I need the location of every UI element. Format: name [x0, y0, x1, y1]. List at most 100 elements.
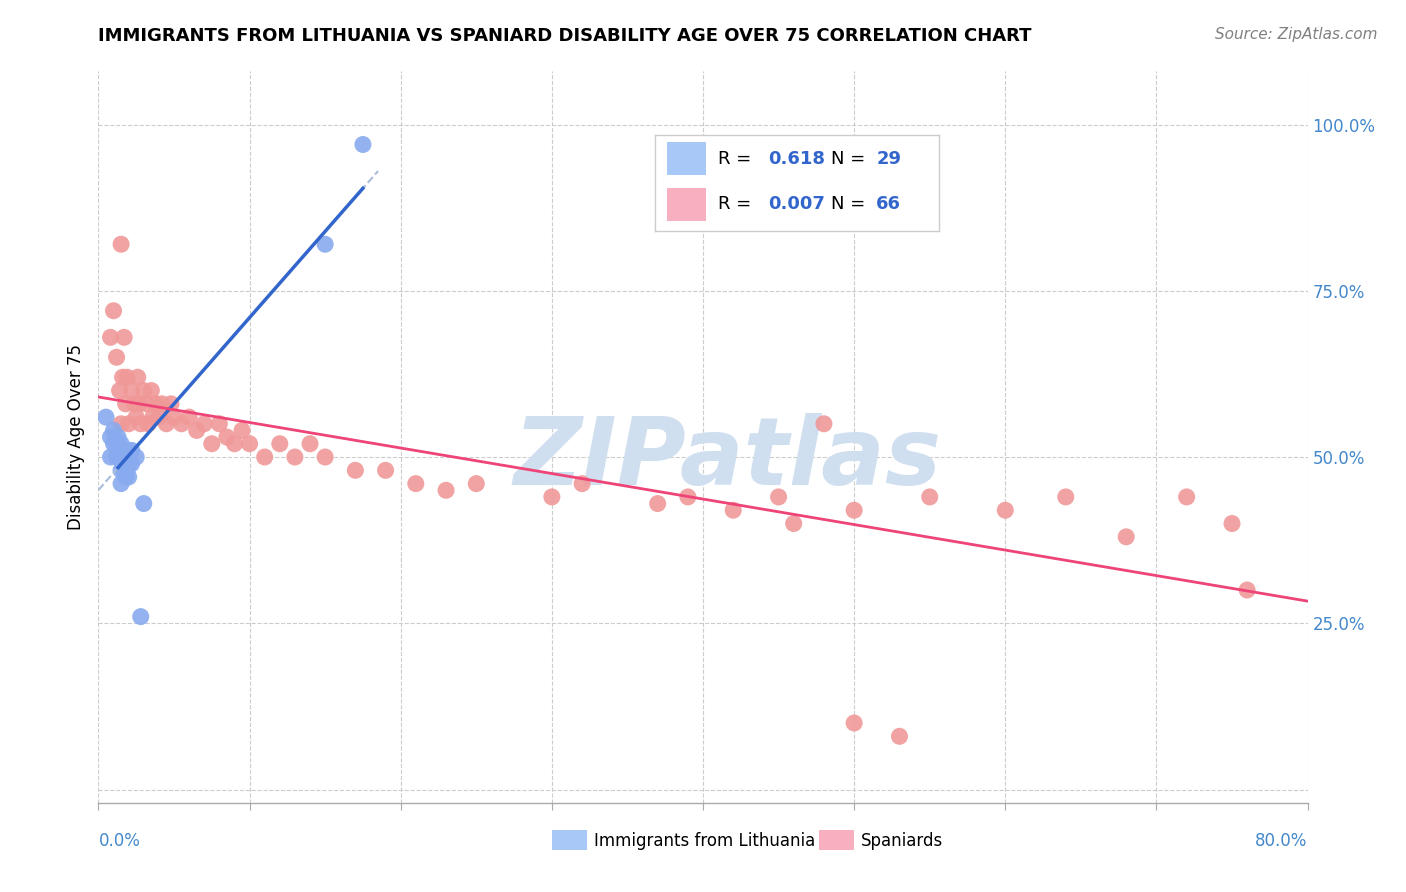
- Point: [1054, 490, 1077, 504]
- Point: [155, 417, 177, 431]
- Point: [118, 470, 141, 484]
- Point: [193, 417, 215, 431]
- Point: [100, 450, 122, 464]
- Point: [135, 397, 157, 411]
- Point: [111, 457, 134, 471]
- Point: [110, 237, 132, 252]
- Point: [231, 424, 253, 438]
- Point: [115, 463, 138, 477]
- Point: [118, 457, 141, 471]
- Point: [103, 436, 125, 450]
- Point: [124, 397, 146, 411]
- Point: [114, 397, 136, 411]
- Point: [1236, 582, 1258, 597]
- Text: 80.0%: 80.0%: [1256, 832, 1308, 850]
- Point: [163, 410, 186, 425]
- Point: [813, 417, 835, 431]
- Point: [844, 716, 866, 731]
- Point: [434, 483, 457, 498]
- Point: [121, 443, 143, 458]
- Point: [111, 443, 134, 458]
- Point: [723, 503, 745, 517]
- Point: [110, 417, 132, 431]
- Point: [269, 436, 291, 450]
- Point: [1175, 490, 1198, 504]
- Bar: [666, 188, 706, 221]
- Point: [132, 497, 155, 511]
- Point: [918, 490, 941, 504]
- Point: [136, 417, 159, 431]
- Point: [844, 503, 866, 517]
- Point: [768, 490, 790, 504]
- Point: [465, 476, 488, 491]
- Point: [186, 424, 208, 438]
- Point: [253, 450, 276, 464]
- Point: [128, 397, 150, 411]
- Point: [142, 410, 165, 425]
- Point: [129, 609, 152, 624]
- Text: R =: R =: [717, 194, 756, 213]
- Point: [1220, 516, 1243, 531]
- Point: [105, 450, 128, 464]
- Point: [314, 450, 336, 464]
- Point: [121, 457, 143, 471]
- Point: [170, 417, 193, 431]
- Point: [129, 417, 152, 431]
- Text: R =: R =: [717, 150, 756, 168]
- Point: [132, 384, 155, 398]
- Point: [103, 424, 125, 438]
- Point: [889, 729, 911, 743]
- Point: [224, 436, 246, 450]
- Point: [344, 463, 367, 477]
- Point: [94, 410, 117, 425]
- Point: [647, 497, 669, 511]
- Point: [314, 237, 336, 252]
- Point: [118, 417, 141, 431]
- Text: 0.0%: 0.0%: [98, 832, 141, 850]
- Point: [110, 463, 132, 477]
- Y-axis label: Disability Age Over 75: Disability Age Over 75: [66, 344, 84, 530]
- Point: [201, 436, 224, 450]
- Point: [676, 490, 699, 504]
- Point: [114, 450, 136, 464]
- Point: [405, 476, 427, 491]
- Text: 0.007: 0.007: [769, 194, 825, 213]
- Point: [150, 397, 173, 411]
- Point: [105, 351, 128, 365]
- Point: [994, 503, 1017, 517]
- Text: ZIPatlas: ZIPatlas: [513, 413, 941, 505]
- Point: [110, 476, 132, 491]
- Point: [112, 463, 135, 477]
- Point: [179, 410, 201, 425]
- Text: 0.618: 0.618: [769, 150, 825, 168]
- Point: [239, 436, 262, 450]
- Point: [112, 330, 135, 344]
- Point: [160, 397, 183, 411]
- Text: N =: N =: [831, 194, 870, 213]
- Text: 66: 66: [876, 194, 901, 213]
- Point: [352, 137, 374, 152]
- Point: [110, 436, 132, 450]
- Point: [125, 410, 148, 425]
- Point: [125, 450, 148, 464]
- Point: [111, 370, 134, 384]
- Point: [208, 417, 231, 431]
- Text: N =: N =: [831, 150, 870, 168]
- Point: [299, 436, 322, 450]
- Point: [571, 476, 593, 491]
- Point: [215, 430, 238, 444]
- Point: [100, 430, 122, 444]
- Point: [103, 303, 125, 318]
- Point: [105, 436, 128, 450]
- Point: [107, 443, 129, 458]
- Point: [145, 397, 167, 411]
- Point: [115, 370, 138, 384]
- Point: [114, 470, 136, 484]
- Point: [148, 410, 170, 425]
- Text: Immigrants from Lithuania: Immigrants from Lithuania: [593, 832, 815, 850]
- Point: [121, 384, 143, 398]
- Text: Spaniards: Spaniards: [860, 832, 943, 850]
- Point: [540, 490, 562, 504]
- Point: [127, 370, 149, 384]
- Text: Source: ZipAtlas.com: Source: ZipAtlas.com: [1215, 27, 1378, 42]
